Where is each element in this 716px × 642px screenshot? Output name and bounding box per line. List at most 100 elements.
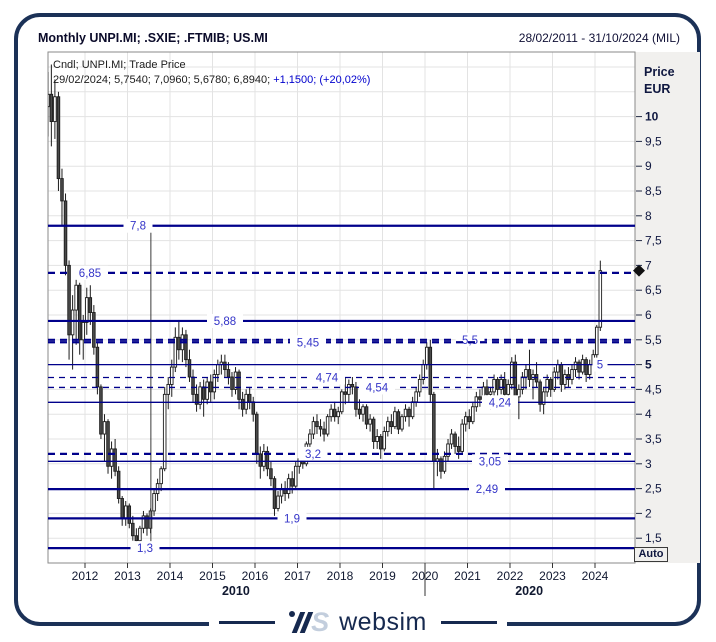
candle[interactable] <box>552 367 557 392</box>
candle[interactable] <box>88 285 93 325</box>
candle[interactable] <box>463 411 468 432</box>
candle[interactable] <box>279 483 284 504</box>
candle[interactable] <box>223 354 227 377</box>
candle[interactable] <box>283 481 287 501</box>
candle[interactable] <box>548 377 553 397</box>
candle[interactable] <box>123 501 128 526</box>
candle[interactable] <box>262 443 266 472</box>
candle[interactable] <box>162 386 167 472</box>
candle[interactable] <box>495 377 500 397</box>
candle[interactable] <box>53 79 57 139</box>
candle[interactable] <box>343 377 348 405</box>
candle[interactable] <box>318 419 323 437</box>
candle[interactable] <box>587 359 592 380</box>
candle[interactable] <box>92 305 96 355</box>
candle[interactable] <box>237 369 241 410</box>
candle[interactable] <box>325 414 330 437</box>
candle[interactable] <box>439 456 443 479</box>
candle[interactable] <box>116 466 121 504</box>
candle[interactable] <box>531 369 535 400</box>
candle[interactable] <box>269 461 273 487</box>
candle[interactable] <box>226 362 231 385</box>
candle[interactable] <box>56 91 61 191</box>
candle[interactable] <box>442 451 447 474</box>
candle[interactable] <box>347 379 351 402</box>
candle[interactable] <box>559 362 564 392</box>
candle[interactable] <box>446 439 450 462</box>
candle[interactable] <box>208 374 213 402</box>
candle[interactable] <box>456 436 461 459</box>
candle[interactable] <box>194 384 199 412</box>
candle[interactable] <box>216 359 220 382</box>
candle[interactable] <box>240 391 245 417</box>
candle[interactable] <box>534 362 539 387</box>
candle[interactable] <box>350 377 355 395</box>
candle[interactable] <box>184 329 188 368</box>
candle[interactable] <box>170 359 174 397</box>
candle[interactable] <box>120 496 124 526</box>
candle[interactable] <box>113 439 117 477</box>
candle[interactable] <box>95 342 100 395</box>
candle[interactable] <box>198 381 202 410</box>
candle[interactable] <box>311 416 316 439</box>
candle[interactable] <box>417 374 422 397</box>
candle[interactable] <box>293 461 298 489</box>
candle[interactable] <box>527 349 532 387</box>
candle[interactable] <box>421 359 425 385</box>
candle[interactable] <box>102 414 107 462</box>
candle[interactable] <box>354 381 358 417</box>
candle[interactable] <box>47 71 50 137</box>
candle[interactable] <box>432 391 436 490</box>
candle[interactable] <box>49 64 54 147</box>
candle[interactable] <box>329 404 333 422</box>
candle[interactable] <box>322 421 326 442</box>
candle[interactable] <box>467 409 472 430</box>
candle[interactable] <box>492 374 496 397</box>
candle[interactable] <box>99 384 103 439</box>
candle[interactable] <box>152 488 156 516</box>
candle[interactable] <box>556 359 560 380</box>
candle[interactable] <box>212 369 217 400</box>
candle[interactable] <box>471 401 475 425</box>
auto-scale-button[interactable]: Auto <box>634 547 668 562</box>
candle[interactable] <box>145 513 149 536</box>
candle[interactable] <box>255 411 259 464</box>
candle[interactable] <box>332 401 337 422</box>
candle[interactable] <box>85 287 89 335</box>
candles-group[interactable] <box>47 64 603 549</box>
candle[interactable] <box>425 342 429 370</box>
candle[interactable] <box>74 270 78 345</box>
candle[interactable] <box>251 396 255 422</box>
candle[interactable] <box>538 379 542 412</box>
candle[interactable] <box>577 359 581 380</box>
candle[interactable] <box>378 434 383 459</box>
candle[interactable] <box>187 349 192 382</box>
candle[interactable] <box>570 364 574 385</box>
candle[interactable] <box>258 446 263 479</box>
candle[interactable] <box>382 426 387 452</box>
candle[interactable] <box>368 414 372 432</box>
candle[interactable] <box>453 431 457 454</box>
candle[interactable] <box>389 414 394 435</box>
candle[interactable] <box>159 466 163 492</box>
candle[interactable] <box>371 416 376 449</box>
candle[interactable] <box>407 406 411 427</box>
candle[interactable] <box>63 193 68 276</box>
candle[interactable] <box>205 377 209 405</box>
candle[interactable] <box>386 416 390 437</box>
candle[interactable] <box>520 372 525 395</box>
candle[interactable] <box>428 339 433 402</box>
candle[interactable] <box>336 406 340 425</box>
candle[interactable] <box>393 406 397 430</box>
candle[interactable] <box>70 295 75 370</box>
candle[interactable] <box>563 369 567 390</box>
candle[interactable] <box>191 369 195 402</box>
candle[interactable] <box>141 510 146 534</box>
candle[interactable] <box>272 476 277 516</box>
candle[interactable] <box>403 404 408 422</box>
candle[interactable] <box>510 357 514 390</box>
candle[interactable] <box>233 367 238 395</box>
candle[interactable] <box>364 404 369 430</box>
candle[interactable] <box>449 429 454 449</box>
